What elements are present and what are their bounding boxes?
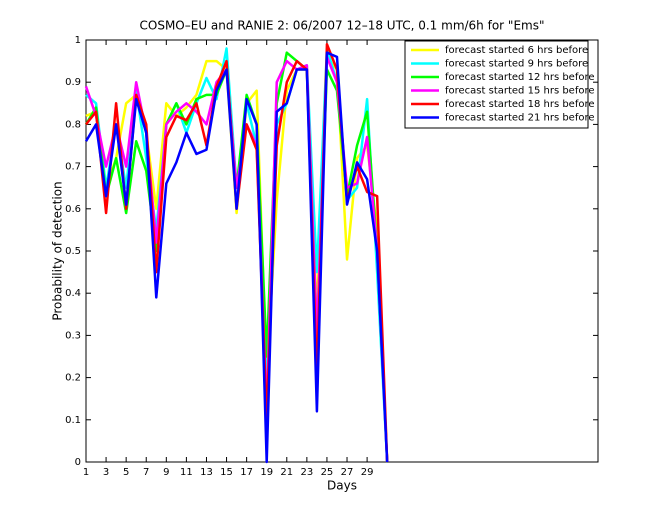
legend-label: forecast started 12 hrs before <box>445 72 595 83</box>
legend-label: forecast started 15 hrs before <box>445 86 595 97</box>
x-tick-label: 15 <box>220 467 233 478</box>
x-tick-label: 5 <box>123 467 129 478</box>
y-tick-label: 0.9 <box>65 77 81 88</box>
legend-label: forecast started 21 hrs before <box>445 113 595 124</box>
x-axis-label: Days <box>327 479 357 493</box>
x-tick-label: 13 <box>200 467 213 478</box>
y-tick-label: 0.7 <box>65 162 81 173</box>
legend-box <box>404 40 589 129</box>
y-tick-label: 0.3 <box>65 330 81 341</box>
x-tick-label: 1 <box>83 467 89 478</box>
y-tick-label: 0.1 <box>65 415 81 426</box>
x-tick-label: 9 <box>163 467 169 478</box>
data-line <box>84 51 389 464</box>
y-tick-label: 0.5 <box>65 246 81 257</box>
x-tick-label: 11 <box>180 467 193 478</box>
legend-label: forecast started 6 hrs before <box>445 45 588 56</box>
y-tick-label: 0.4 <box>65 288 81 299</box>
legend-label: forecast started 18 hrs before <box>445 99 595 110</box>
y-axis-label: Probability of detection <box>51 181 65 320</box>
y-tick-label: 0.6 <box>65 204 81 215</box>
x-tick-label: 27 <box>341 467 354 478</box>
y-tick-label: 0 <box>75 457 81 468</box>
x-tick-label: 7 <box>143 467 149 478</box>
y-tick-label: 1 <box>75 35 81 46</box>
x-tick-label: 25 <box>321 467 334 478</box>
y-tick-label: 0.8 <box>65 119 81 130</box>
y-tick-label: 0.2 <box>65 373 81 384</box>
chart-title: COSMO–EU and RANIE 2: 06/2007 12–18 UTC,… <box>140 19 545 33</box>
legend-label: forecast started 9 hrs before <box>445 59 588 70</box>
x-tick-label: 19 <box>260 467 273 478</box>
x-tick-label: 21 <box>280 467 293 478</box>
x-tick-label: 3 <box>103 467 109 478</box>
x-tick-label: 29 <box>361 467 374 478</box>
x-tick-label: 17 <box>240 467 253 478</box>
x-tick-label: 23 <box>300 467 313 478</box>
